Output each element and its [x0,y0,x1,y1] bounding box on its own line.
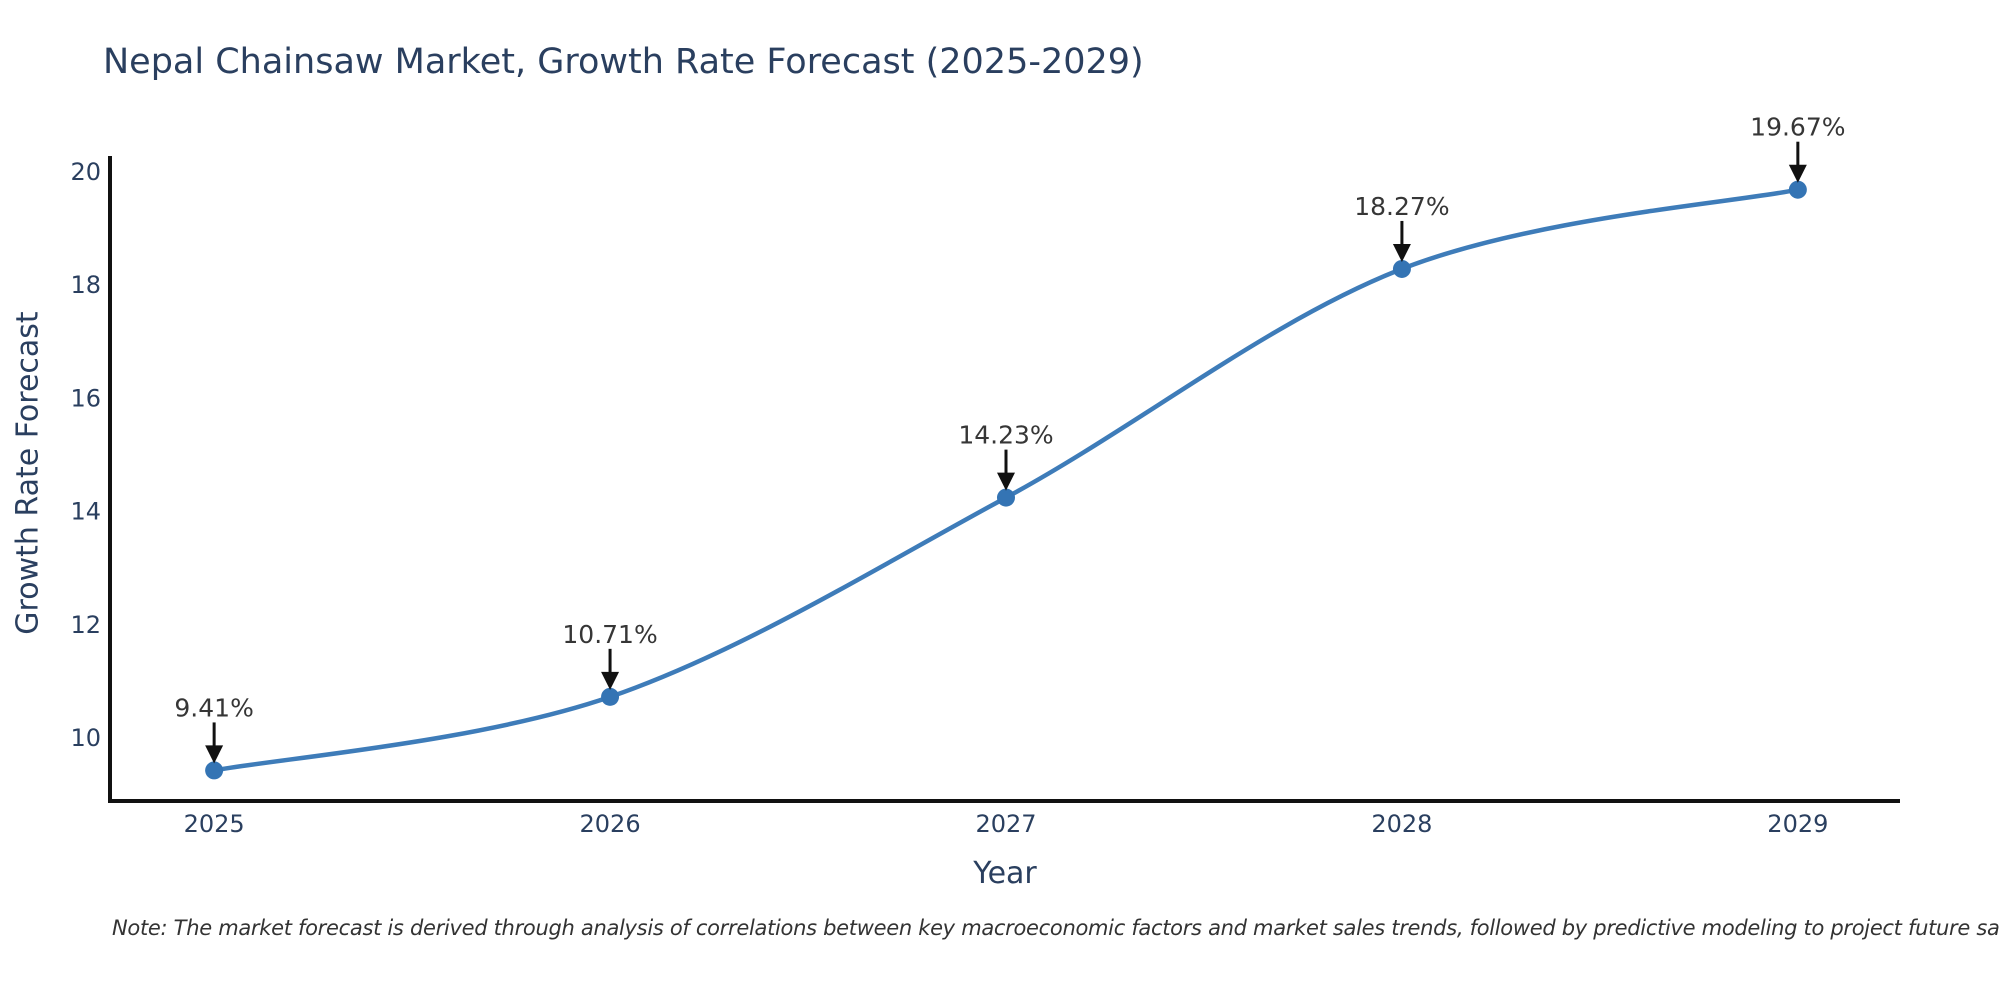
y-tick-label: 14 [70,498,101,526]
y-tick-label: 16 [70,384,101,412]
annotation-arrowhead [1392,243,1411,262]
annotation-arrowhead [601,671,620,690]
annotation-arrowhead [996,472,1015,491]
x-tick-label: 2026 [580,810,641,838]
data-point-marker [1392,259,1411,278]
y-tick-label: 18 [70,271,101,299]
annotation-label: 19.67% [1750,113,1845,142]
y-tick-label: 12 [70,611,101,639]
chart-title: Nepal Chainsaw Market, Growth Rate Forec… [103,42,1144,82]
x-axis-title: Year [973,856,1037,891]
annotation-label: 9.41% [174,693,253,722]
annotation-arrowhead [205,745,224,764]
x-tick-label: 2028 [1371,810,1432,838]
annotation-arrowhead [1788,164,1807,183]
data-point-marker [1788,180,1807,199]
data-point-marker [205,761,224,780]
x-tick-label: 2025 [184,810,245,838]
x-tick-label: 2029 [1767,810,1828,838]
footnote: Note: The market forecast is derived thr… [112,916,2000,940]
x-tick-label: 2027 [975,810,1036,838]
data-point-marker [601,687,620,706]
y-tick-label: 10 [70,724,101,752]
annotation-label: 10.71% [562,620,657,649]
data-point-marker [996,488,1015,507]
y-tick-label: 20 [70,158,101,186]
annotation-label: 14.23% [958,421,1053,450]
annotation-label: 18.27% [1354,192,1449,221]
